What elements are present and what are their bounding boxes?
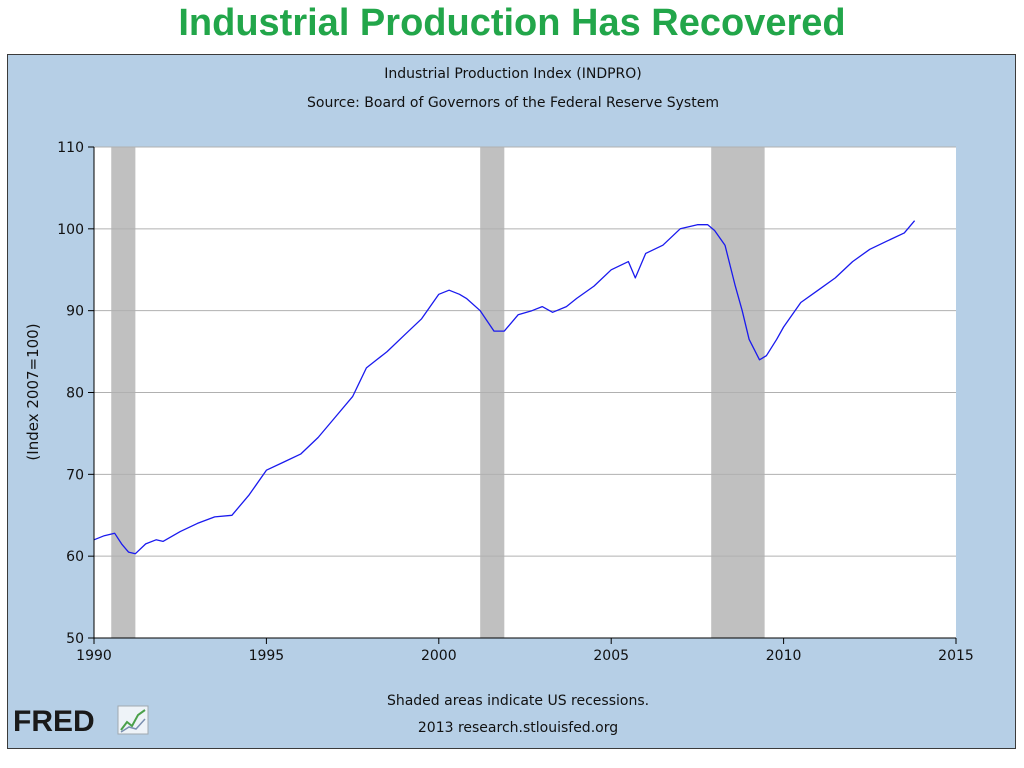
footer-credit: 2013 research.stlouisfed.org: [418, 720, 618, 736]
y-tick-label-50: 50: [66, 631, 84, 647]
y-axis-label: (Index 2007=100): [24, 323, 42, 460]
chart-subtitle: Source: Board of Governors of the Federa…: [307, 95, 719, 111]
series-line-0: [93, 220, 916, 555]
line-chart: Industrial Production Index (INDPRO) Sou…: [13, 66, 974, 738]
chart-title: Industrial Production Index (INDPRO): [384, 66, 642, 82]
y-tick-label-100: 100: [57, 222, 84, 238]
y-tick-label-60: 60: [66, 549, 84, 565]
x-ticks: 1990 1995 2000 2005 2010 2015: [76, 638, 974, 664]
slide-title: Industrial Production Has Recovered: [178, 2, 846, 44]
x-tick-label-2000: 2000: [421, 648, 457, 664]
series-line-group: [93, 220, 916, 555]
fred-chart-icon: [117, 705, 149, 735]
x-tick-label-2015: 2015: [938, 648, 974, 664]
fred-logo-text: FRED: [13, 705, 95, 738]
footer-note: Shaded areas indicate US recessions.: [387, 693, 649, 709]
x-tick-label-2010: 2010: [766, 648, 802, 664]
y-tick-label-90: 90: [66, 304, 84, 320]
y-tick-label-70: 70: [66, 467, 84, 483]
y-tick-label-110: 110: [57, 140, 84, 156]
x-tick-label-1990: 1990: [76, 648, 112, 664]
grid-lines: [94, 146, 956, 557]
x-tick-label-1995: 1995: [249, 648, 285, 664]
y-ticks: 50 60 70 80 90 100 110: [57, 140, 94, 647]
chart-panel: Industrial Production Index (INDPRO) Sou…: [7, 54, 1016, 749]
x-tick-label-2005: 2005: [593, 648, 629, 664]
y-tick-label-80: 80: [66, 386, 84, 402]
fred-logo: FRED: [13, 705, 149, 738]
